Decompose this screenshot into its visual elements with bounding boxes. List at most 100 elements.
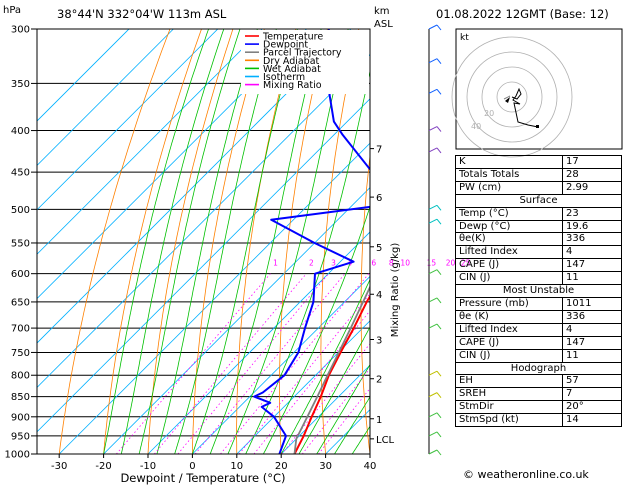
- mu-cin-label: CIN (J): [455, 348, 563, 363]
- mixing-ratio-axis-title: Mixing Ratio (g/kg): [390, 243, 401, 338]
- wind-barb-flag: [436, 370, 442, 377]
- wind-barb: [428, 126, 438, 131]
- wind-barb: [428, 147, 438, 153]
- wind-barb-flag: [436, 449, 442, 456]
- wind-barb: [428, 269, 438, 275]
- hodograph-end-marker: [536, 125, 539, 128]
- x-tick-label-20: 20: [275, 461, 288, 472]
- hodograph-ring-30kt: [466, 51, 558, 143]
- x-tick-label--10: -10: [140, 461, 156, 472]
- wet-adiabat-line: [298, 326, 370, 454]
- dry-adiabat-line: [279, 29, 328, 454]
- hodograph-ring-20kt: [481, 66, 543, 128]
- isotherm-line: [37, 29, 130, 122]
- wind-barb: [428, 24, 438, 30]
- hodograph-ring-label-20: 20: [484, 109, 494, 118]
- pressure-label-300: 300: [11, 25, 30, 36]
- pressure-label-850: 850: [11, 392, 30, 403]
- mixing-ratio-value-labels: 1 2 3 4 6 8 10 15 20 25: [273, 259, 471, 268]
- k-index-label: K: [455, 155, 563, 169]
- wind-barb: [428, 392, 438, 398]
- stmspd-label: StmSpd (kt): [455, 413, 563, 428]
- wind-barb: [428, 412, 438, 418]
- wind-barb: [428, 323, 438, 329]
- credit-text[interactable]: © weatheronline.co.uk: [463, 468, 589, 481]
- wet-adiabat-line: [138, 29, 241, 454]
- mixing-ratio-line: [220, 273, 370, 454]
- km-unit-label: km: [374, 6, 390, 17]
- height-label-3: 3: [376, 336, 382, 347]
- isotherm-line: [37, 29, 174, 166]
- stmdir-value: 20°: [562, 400, 622, 415]
- height-label-5: 5: [376, 243, 382, 254]
- dry-adiabat-line: [236, 29, 297, 454]
- hodograph-ring-label-40: 40: [471, 122, 481, 131]
- surface-dewp-label: Dewp (°C): [455, 219, 563, 234]
- mu-li-value: 4: [562, 322, 622, 337]
- height-label-6: 6: [376, 193, 382, 204]
- mixing-ratio-label-20: 20: [446, 259, 456, 268]
- mixing-ratio-label-8: 8: [389, 259, 394, 268]
- surface-cin-value: 11: [562, 271, 622, 286]
- wind-barb-flag: [436, 392, 442, 398]
- wet-adiabat-line: [316, 363, 370, 454]
- surface-li-value: 4: [562, 245, 622, 260]
- pressure-label-550: 550: [11, 238, 30, 249]
- x-tick-label-0: 0: [189, 461, 195, 472]
- pressure-label-950: 950: [11, 431, 30, 442]
- pressure-label-500: 500: [11, 205, 30, 216]
- wind-barb: [428, 431, 438, 437]
- totals-totals-value: 28: [562, 167, 622, 182]
- hodograph-trace: [511, 87, 539, 128]
- legend-label-4: Wet Adiabat: [263, 64, 321, 75]
- wind-barb: [428, 58, 438, 64]
- mixing-ratio-label-1: 1: [273, 259, 278, 268]
- isotherm-line: [37, 29, 263, 255]
- isotherm-line: [147, 231, 370, 454]
- eh-label: EH: [455, 374, 563, 389]
- x-tick-label--30: -30: [51, 461, 67, 472]
- mixing-ratio-label-10: 10: [400, 259, 410, 268]
- temperature-profile-line: [293, 294, 370, 454]
- isotherm-line: [58, 142, 370, 454]
- pressure-label-400: 400: [11, 126, 30, 137]
- sreh-label: SREH: [455, 387, 563, 402]
- wet-adiabat-line: [263, 205, 370, 454]
- wind-barb: [428, 370, 438, 376]
- wind-barb-flag: [436, 205, 442, 211]
- wind-barb: [428, 88, 438, 94]
- eh-value: 57: [562, 374, 622, 389]
- wet-adiabat-line: [103, 29, 209, 454]
- surface-header: Surface: [455, 193, 622, 208]
- dry-adiabat-line: [103, 29, 202, 454]
- x-axis-title: Dewpoint / Temperature (°C): [120, 471, 285, 485]
- wind-barb: [428, 204, 438, 210]
- wind-barb-flag: [436, 269, 442, 275]
- parcel-trajectory-profile-line: [293, 285, 370, 454]
- indices-table-top: K 17 Totals Totals 28 PW (cm) 2.99 Surface …: [455, 155, 622, 428]
- mixing-ratio-label-2: 2: [309, 259, 314, 268]
- most-unstable-header: Most Unstable: [455, 284, 622, 298]
- mu-theta-label: θe (K): [455, 309, 563, 324]
- pressure-label-350: 350: [11, 79, 30, 90]
- mu-cape-value: 147: [562, 335, 622, 350]
- pressure-label-700: 700: [11, 324, 30, 335]
- dry-adiabat-line: [58, 29, 171, 454]
- temperature-axis: -30 -20 -10 0 10 20 30 40: [51, 454, 376, 472]
- dry-adiabat-line: [400, 29, 422, 454]
- wind-barb-flag: [436, 297, 442, 304]
- wind-barb-flag: [436, 323, 442, 330]
- k-index-value: 17: [562, 155, 622, 169]
- wind-barb-flag: [436, 431, 442, 438]
- wind-barb-column: [428, 24, 442, 456]
- wind-barb: [428, 218, 438, 224]
- legend-label-5: Isotherm: [263, 72, 305, 83]
- height-label-2: 2: [376, 375, 382, 386]
- x-tick-label-40: 40: [364, 461, 377, 472]
- hodograph-storm-motion-marker: [505, 97, 510, 103]
- wind-barb-flag: [436, 24, 442, 31]
- wind-barb-flag: [436, 218, 442, 225]
- location-title: 38°44'N 332°04'W 113m ASL: [57, 7, 227, 21]
